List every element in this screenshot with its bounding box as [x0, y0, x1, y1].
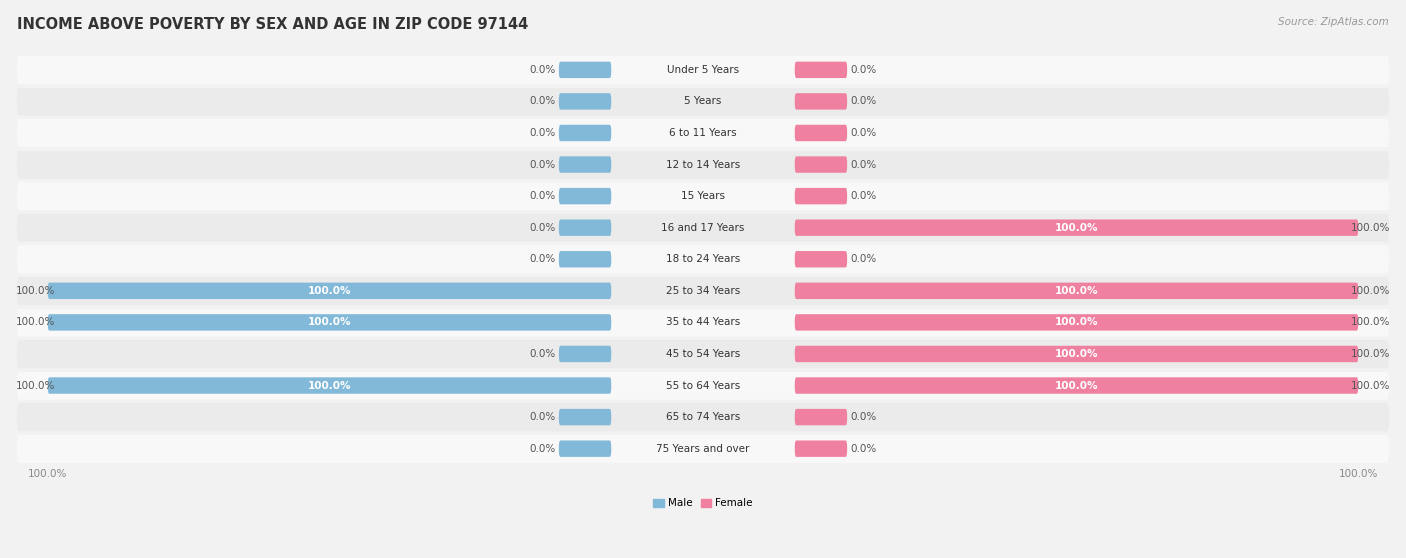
FancyBboxPatch shape [794, 125, 848, 141]
Text: 45 to 54 Years: 45 to 54 Years [666, 349, 740, 359]
FancyBboxPatch shape [794, 377, 1358, 394]
Text: 100.0%: 100.0% [17, 381, 56, 391]
Text: 12 to 14 Years: 12 to 14 Years [666, 160, 740, 170]
Legend: Male, Female: Male, Female [650, 494, 756, 513]
FancyBboxPatch shape [794, 251, 848, 267]
FancyBboxPatch shape [17, 245, 1389, 273]
FancyBboxPatch shape [558, 440, 612, 457]
Text: INCOME ABOVE POVERTY BY SEX AND AGE IN ZIP CODE 97144: INCOME ABOVE POVERTY BY SEX AND AGE IN Z… [17, 17, 529, 32]
Text: 5 Years: 5 Years [685, 97, 721, 107]
FancyBboxPatch shape [17, 150, 1389, 179]
Text: 100.0%: 100.0% [308, 381, 352, 391]
Text: 0.0%: 0.0% [851, 254, 877, 264]
Text: 0.0%: 0.0% [851, 128, 877, 138]
Text: 100.0%: 100.0% [17, 286, 56, 296]
Text: 55 to 64 Years: 55 to 64 Years [666, 381, 740, 391]
Text: 0.0%: 0.0% [851, 65, 877, 75]
FancyBboxPatch shape [558, 125, 612, 141]
Text: 0.0%: 0.0% [529, 254, 555, 264]
FancyBboxPatch shape [558, 346, 612, 362]
FancyBboxPatch shape [794, 93, 848, 109]
FancyBboxPatch shape [558, 93, 612, 109]
FancyBboxPatch shape [558, 409, 612, 425]
Text: Under 5 Years: Under 5 Years [666, 65, 740, 75]
Text: 15 Years: 15 Years [681, 191, 725, 201]
FancyBboxPatch shape [17, 371, 1389, 400]
FancyBboxPatch shape [17, 340, 1389, 368]
FancyBboxPatch shape [17, 277, 1389, 305]
Text: 100.0%: 100.0% [1054, 318, 1098, 328]
FancyBboxPatch shape [794, 440, 848, 457]
Text: 0.0%: 0.0% [851, 97, 877, 107]
Text: 100.0%: 100.0% [1350, 318, 1389, 328]
Text: 0.0%: 0.0% [851, 412, 877, 422]
Text: Source: ZipAtlas.com: Source: ZipAtlas.com [1278, 17, 1389, 27]
FancyBboxPatch shape [17, 56, 1389, 84]
Text: 18 to 24 Years: 18 to 24 Years [666, 254, 740, 264]
FancyBboxPatch shape [17, 87, 1389, 116]
Text: 100.0%: 100.0% [308, 286, 352, 296]
Text: 0.0%: 0.0% [529, 191, 555, 201]
Text: 100.0%: 100.0% [1054, 349, 1098, 359]
Text: 0.0%: 0.0% [851, 191, 877, 201]
FancyBboxPatch shape [17, 403, 1389, 431]
FancyBboxPatch shape [794, 156, 848, 173]
FancyBboxPatch shape [17, 308, 1389, 336]
FancyBboxPatch shape [558, 219, 612, 236]
FancyBboxPatch shape [17, 214, 1389, 242]
FancyBboxPatch shape [794, 61, 848, 78]
FancyBboxPatch shape [48, 282, 612, 299]
Text: 0.0%: 0.0% [529, 128, 555, 138]
FancyBboxPatch shape [48, 314, 612, 330]
FancyBboxPatch shape [794, 314, 1358, 330]
Text: 0.0%: 0.0% [529, 412, 555, 422]
FancyBboxPatch shape [17, 119, 1389, 147]
FancyBboxPatch shape [794, 282, 1358, 299]
Text: 0.0%: 0.0% [529, 444, 555, 454]
FancyBboxPatch shape [17, 182, 1389, 210]
FancyBboxPatch shape [558, 61, 612, 78]
Text: 16 and 17 Years: 16 and 17 Years [661, 223, 745, 233]
Text: 100.0%: 100.0% [1054, 223, 1098, 233]
Text: 35 to 44 Years: 35 to 44 Years [666, 318, 740, 328]
FancyBboxPatch shape [558, 251, 612, 267]
Text: 100.0%: 100.0% [1350, 381, 1389, 391]
Text: 65 to 74 Years: 65 to 74 Years [666, 412, 740, 422]
Text: 0.0%: 0.0% [851, 160, 877, 170]
FancyBboxPatch shape [558, 156, 612, 173]
Text: 0.0%: 0.0% [529, 160, 555, 170]
FancyBboxPatch shape [794, 346, 1358, 362]
FancyBboxPatch shape [48, 377, 612, 394]
Text: 0.0%: 0.0% [851, 444, 877, 454]
Text: 100.0%: 100.0% [17, 318, 56, 328]
FancyBboxPatch shape [558, 188, 612, 204]
FancyBboxPatch shape [794, 188, 848, 204]
Text: 0.0%: 0.0% [529, 349, 555, 359]
Text: 6 to 11 Years: 6 to 11 Years [669, 128, 737, 138]
Text: 100.0%: 100.0% [1350, 349, 1389, 359]
FancyBboxPatch shape [17, 435, 1389, 463]
Text: 100.0%: 100.0% [308, 318, 352, 328]
Text: 0.0%: 0.0% [529, 223, 555, 233]
Text: 0.0%: 0.0% [529, 65, 555, 75]
Text: 25 to 34 Years: 25 to 34 Years [666, 286, 740, 296]
Text: 75 Years and over: 75 Years and over [657, 444, 749, 454]
FancyBboxPatch shape [794, 409, 848, 425]
Text: 0.0%: 0.0% [529, 97, 555, 107]
Text: 100.0%: 100.0% [1054, 286, 1098, 296]
Text: 100.0%: 100.0% [1054, 381, 1098, 391]
Text: 100.0%: 100.0% [1350, 286, 1389, 296]
FancyBboxPatch shape [794, 219, 1358, 236]
Text: 100.0%: 100.0% [1350, 223, 1389, 233]
